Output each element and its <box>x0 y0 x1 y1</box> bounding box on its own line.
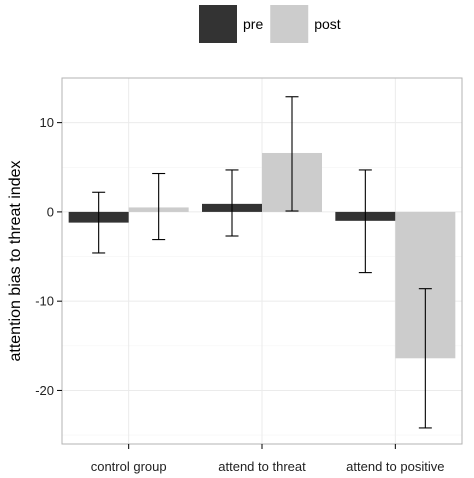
y-tick-label: 10 <box>40 115 54 130</box>
y-tick-label: -10 <box>35 294 54 309</box>
x-tick-label: attend to threat <box>218 459 306 474</box>
y-tick-label: 0 <box>47 204 54 219</box>
y-tick-label: -20 <box>35 383 54 398</box>
x-tick-label: attend to positive <box>346 459 444 474</box>
legend-key-pre <box>199 5 237 43</box>
legend-key-post <box>270 5 309 43</box>
legend-label-pre: pre <box>243 16 263 32</box>
legend-label-post: post <box>314 16 341 32</box>
axes: 10 0 -10 -20 control group attend to threat at… <box>35 115 444 474</box>
y-axis-title: attention bias to threat index <box>7 160 24 361</box>
legend: pre post <box>199 5 341 43</box>
x-tick-label: control group <box>91 459 167 474</box>
error-bars <box>92 96 432 429</box>
